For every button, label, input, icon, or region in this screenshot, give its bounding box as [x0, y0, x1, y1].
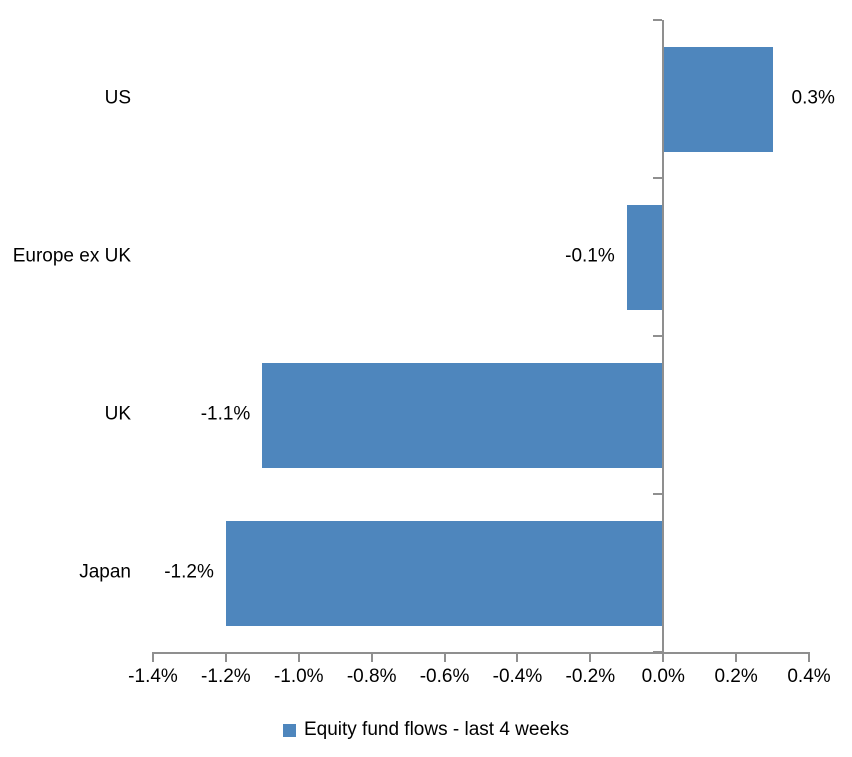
category-axis-tick	[653, 651, 663, 653]
x-tick-label: 0.4%	[787, 666, 831, 687]
category-axis-tick	[653, 19, 663, 21]
legend-label: Equity fund flows - last 4 weeks	[303, 719, 570, 740]
category-axis-line	[662, 20, 665, 652]
x-axis-tick	[808, 652, 810, 662]
bar-japan	[225, 520, 664, 626]
x-axis-line	[152, 652, 810, 654]
x-axis-tick	[662, 652, 665, 662]
category-axis-tick	[653, 493, 663, 495]
x-tick-label: -1.0%	[273, 666, 324, 687]
x-tick-label: -1.4%	[128, 666, 178, 687]
x-axis-tick	[297, 652, 300, 662]
x-tick-label: -0.4%	[492, 666, 543, 687]
x-tick-label: -1.2%	[201, 666, 251, 687]
x-axis-tick	[516, 652, 519, 662]
category-axis-tick	[653, 177, 663, 179]
category-axis-tick	[653, 335, 663, 337]
x-axis-tick	[443, 652, 446, 662]
category-label-us: US	[104, 87, 131, 109]
x-axis-tick	[735, 652, 738, 662]
x-axis-tick	[152, 652, 154, 662]
bar-europe-ex-uk	[626, 204, 664, 310]
category-label-europe-ex-uk: Europe ex UK	[12, 245, 131, 267]
value-label-europe-ex-uk: -0.1%	[565, 245, 615, 267]
legend-marker-icon	[282, 723, 296, 737]
x-tick-label: -0.6%	[419, 666, 470, 687]
category-label-japan: Japan	[79, 561, 131, 583]
x-tick-label: 0.2%	[714, 666, 758, 687]
chart-legend: Equity fund flows - last 4 weeks	[0, 718, 852, 742]
x-axis-tick	[370, 652, 373, 662]
bar-us	[663, 46, 773, 152]
category-label-uk: UK	[104, 403, 131, 425]
value-label-uk: -1.1%	[200, 403, 251, 425]
value-label-us: 0.3%	[791, 87, 835, 109]
x-tick-label: 0.0%	[641, 666, 685, 687]
x-tick-label: -0.8%	[346, 666, 397, 687]
bar-uk	[262, 362, 664, 468]
value-label-japan: -1.2%	[164, 561, 214, 583]
x-tick-label: -0.2%	[565, 666, 616, 687]
x-axis-tick	[589, 652, 592, 662]
x-axis-tick	[224, 652, 227, 662]
